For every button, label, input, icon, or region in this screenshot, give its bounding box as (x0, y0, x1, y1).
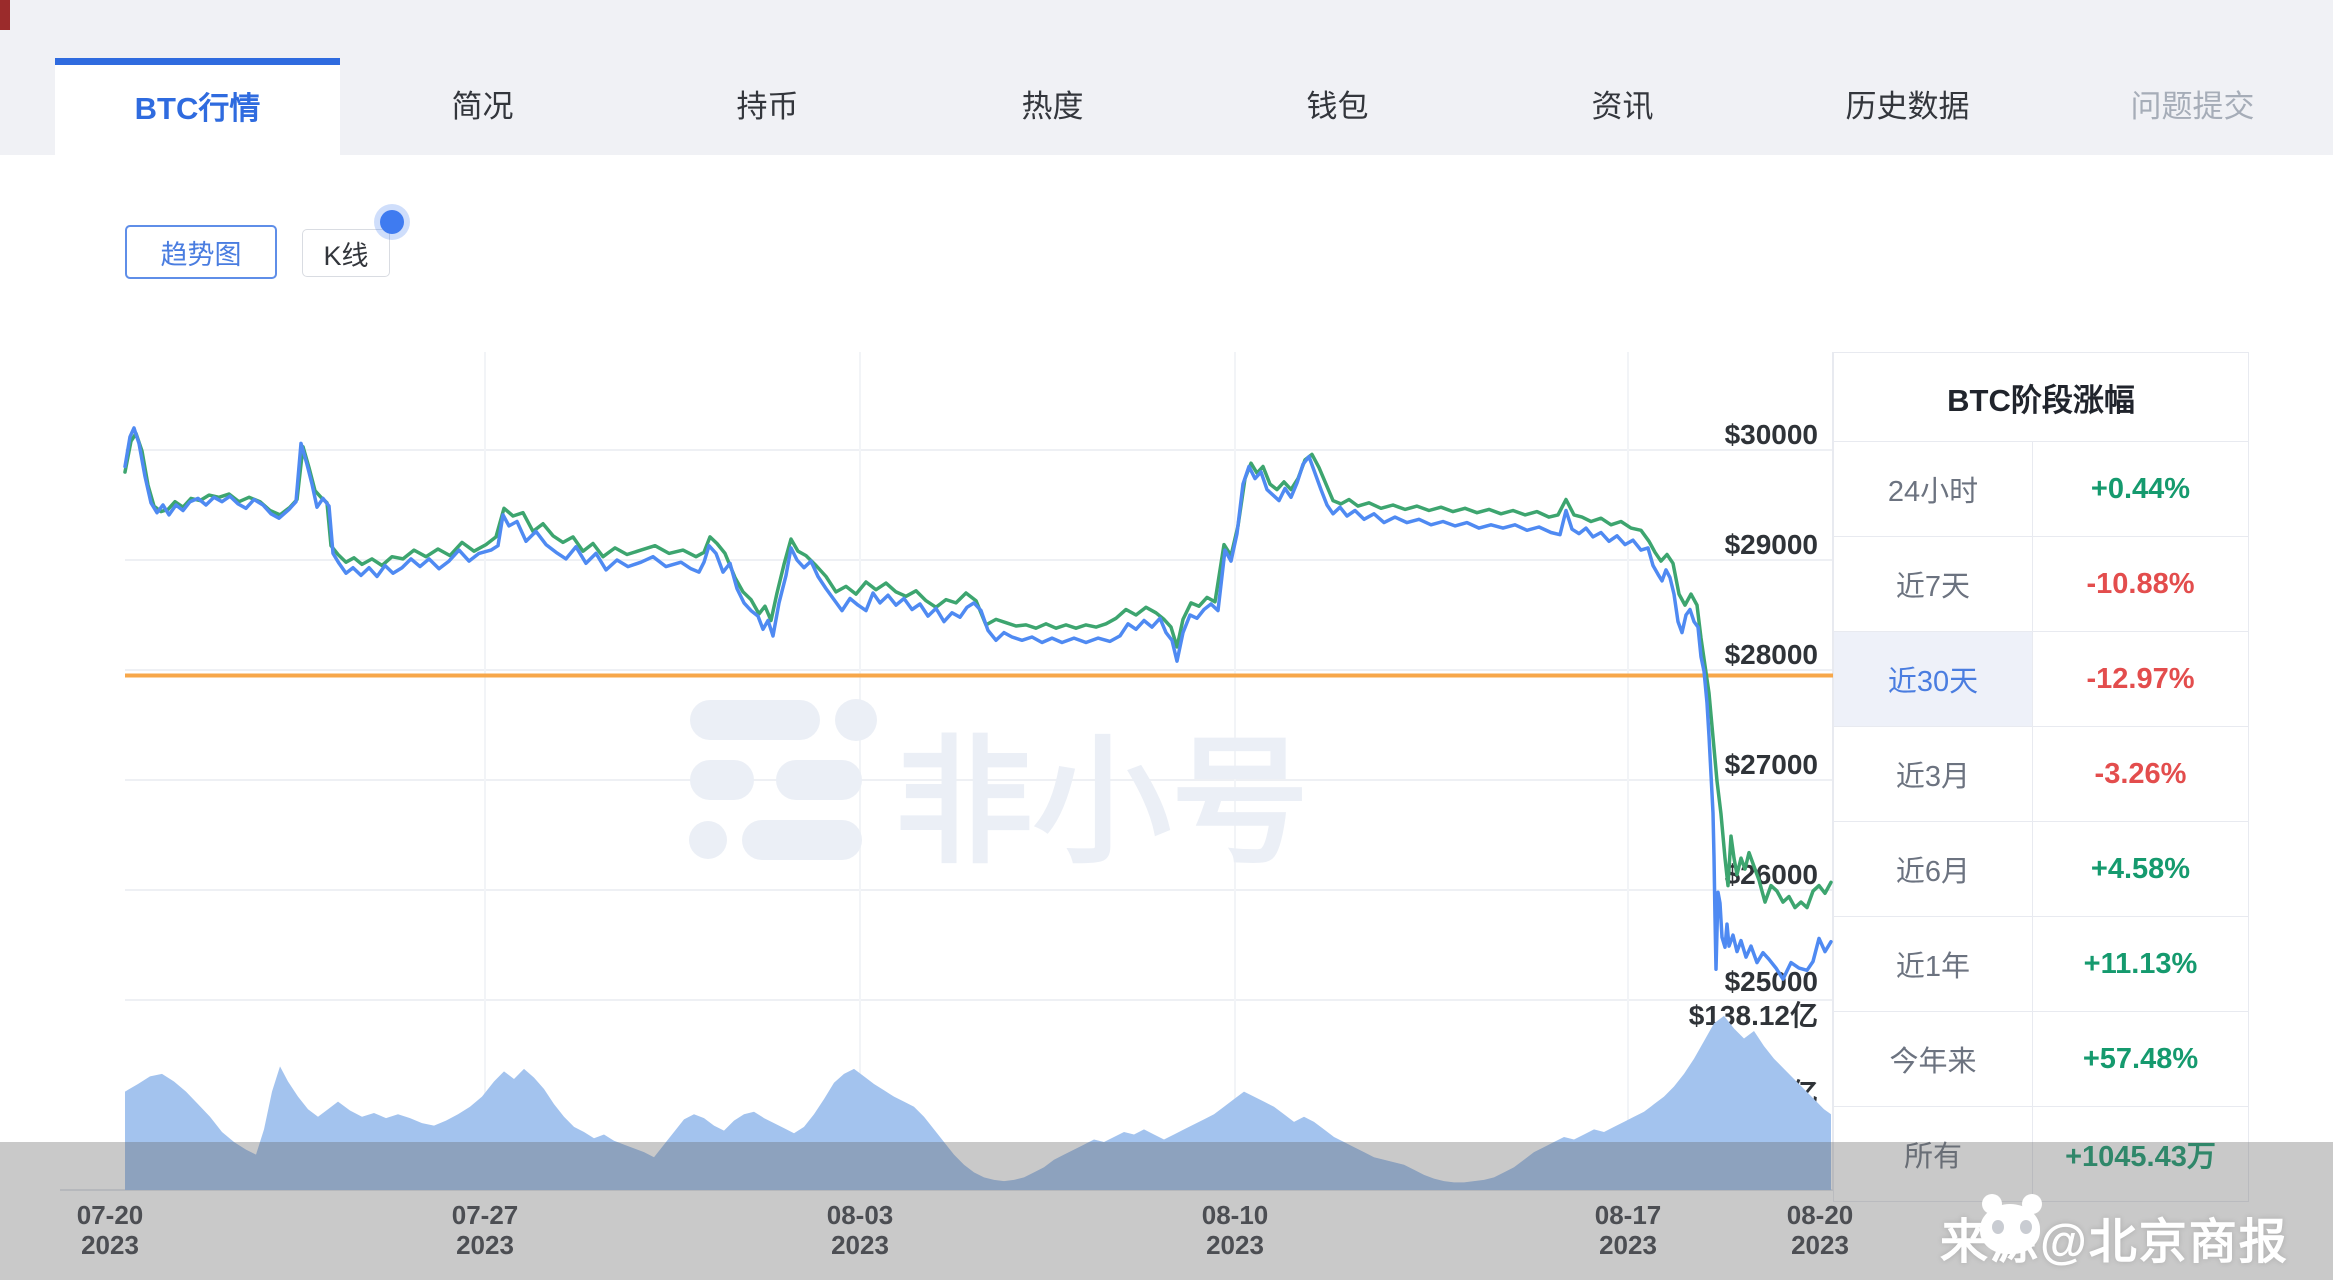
panel-row-近1年[interactable]: 近1年 +11.13% (1834, 917, 2248, 1012)
panel-row-近6月[interactable]: 近6月 +4.58% (1834, 822, 2248, 917)
panel-row-value: +4.58% (2090, 852, 2191, 885)
svg-text:07-20: 07-20 (77, 1200, 144, 1230)
tab-问题提交[interactable]: 问题提交 (2130, 89, 2255, 124)
tab-简况[interactable]: 简况 (451, 89, 514, 124)
svg-text:$29000: $29000 (1725, 529, 1818, 560)
svg-text:2023: 2023 (456, 1230, 514, 1260)
tab-历史数据[interactable]: 历史数据 (1845, 89, 1970, 124)
tab-热度[interactable]: 热度 (1021, 89, 1084, 124)
panel-row-今年来[interactable]: 今年来 +57.48% (1834, 1012, 2248, 1107)
svg-text:$138.12亿: $138.12亿 (1689, 1000, 1818, 1031)
tab-钱包[interactable]: 钱包 (1306, 89, 1369, 124)
panel-row-value: -10.88% (2086, 567, 2195, 600)
panel-row-value: +1045.43万 (2065, 1141, 2216, 1173)
source-watermark: 来源@北京商报 (1940, 1188, 2333, 1280)
panel-row-近30天[interactable]: 近30天 -12.97% (1834, 632, 2248, 727)
weibo-panda-icon (1980, 1194, 2044, 1254)
svg-text:08-20: 08-20 (1787, 1200, 1854, 1230)
price-volume-chart[interactable]: 非小号$30000$29000$28000$27000$26000$25000$… (0, 348, 2333, 1280)
panel-row-value: +11.13% (2083, 947, 2198, 980)
screen-edge-artifact (0, 0, 10, 30)
trend-chart-button[interactable]: 趋势图 (125, 225, 277, 279)
svg-text:08-17: 08-17 (1595, 1200, 1662, 1230)
svg-text:$30000: $30000 (1725, 419, 1818, 450)
panel-title: BTC阶段涨幅 (1834, 353, 2248, 442)
tab-持币[interactable]: 持币 (736, 89, 799, 124)
panel-row-label: 近30天 (1834, 632, 2033, 726)
panel-row-label: 所有 (1834, 1107, 2033, 1201)
svg-text:07-27: 07-27 (452, 1200, 519, 1230)
svg-text:2023: 2023 (1599, 1230, 1657, 1260)
svg-text:2023: 2023 (81, 1230, 139, 1260)
svg-text:$27000: $27000 (1725, 749, 1818, 780)
panel-row-label: 近6月 (1834, 822, 2033, 916)
svg-text:2023: 2023 (1206, 1230, 1264, 1260)
tab-BTC行情[interactable]: BTC行情 (55, 58, 340, 155)
kline-new-badge-icon (380, 210, 404, 234)
watermark-overlay-strip (0, 1142, 2333, 1280)
svg-text:08-10: 08-10 (1202, 1200, 1269, 1230)
svg-text:$28000: $28000 (1725, 639, 1818, 670)
svg-text:$25000: $25000 (1725, 966, 1818, 997)
panel-row-24小时[interactable]: 24小时 +0.44% (1834, 442, 2248, 537)
panel-row-label: 24小时 (1834, 442, 2033, 536)
panel-row-label: 今年来 (1834, 1012, 2033, 1106)
panel-row-value: +0.44% (2090, 472, 2191, 505)
panel-row-label: 近3月 (1834, 727, 2033, 821)
panel-row-value: -12.97% (2086, 662, 2195, 695)
panel-row-近7天[interactable]: 近7天 -10.88% (1834, 537, 2248, 632)
svg-text:08-03: 08-03 (827, 1200, 894, 1230)
svg-text:2023: 2023 (1791, 1230, 1849, 1260)
tab-list: BTC行情 简况 持币 热度 钱包 资讯 历史数据 问题提交 (55, 58, 2333, 155)
top-tab-bar: BTC行情 简况 持币 热度 钱包 资讯 历史数据 问题提交 (0, 0, 2333, 155)
panel-row-label: 近1年 (1834, 917, 2033, 1011)
stage-change-panel: BTC阶段涨幅 24小时 +0.44% 近7天 -10.88% 近30天 -12.97% 近… (1833, 352, 2249, 1202)
panel-row-value: +57.48% (2082, 1042, 2199, 1075)
panel-row-近3月[interactable]: 近3月 -3.26% (1834, 727, 2248, 822)
svg-text:2023: 2023 (831, 1230, 889, 1260)
kline-chart-button[interactable]: K线 (302, 229, 390, 277)
svg-text:非小号: 非小号 (895, 726, 1309, 880)
tab-资讯[interactable]: 资讯 (1591, 89, 1654, 124)
panel-row-label: 近7天 (1834, 537, 2033, 631)
panel-row-value: -3.26% (2094, 757, 2187, 790)
panel-row-所有[interactable]: 所有 +1045.43万 (1834, 1107, 2248, 1201)
